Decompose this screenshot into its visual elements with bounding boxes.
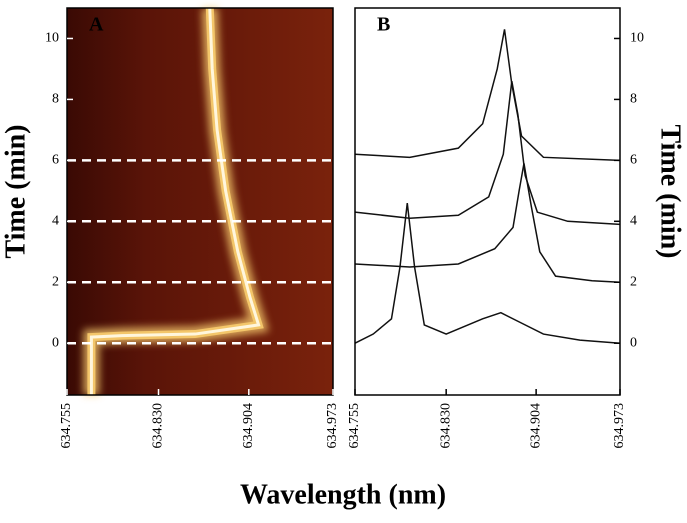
x-tick-label: 634.973 [612,403,627,449]
spectrum-line [354,202,621,344]
y-axis-label: Time (min) [0,124,31,258]
y-tick-label: 4 [630,214,637,229]
spectrum-line [354,163,621,284]
x-tick-label: 634.755 [59,403,74,449]
y-tick-label: 6 [630,153,637,168]
x-axis-label: Wavelength (nm) [240,479,446,510]
y-tick-label: 2 [52,274,59,289]
y-tick-label: 8 [630,92,637,107]
spectrum-line [354,29,621,162]
panel-label: B [377,14,390,36]
x-tick-label: 634.830 [438,403,453,449]
y-tick-label: 0 [52,335,59,350]
y-tick-label: 8 [52,92,59,107]
plot-frame [355,8,620,395]
x-tick-label: 634.904 [241,403,256,449]
y-tick-label: 4 [52,214,59,229]
y-tick-label: 0 [630,335,637,350]
axes-border [66,7,334,396]
y-tick-label: 2 [630,274,637,289]
x-tick-label: 634.904 [528,403,543,449]
ridge-core [89,7,261,395]
y-tick-label: 6 [52,153,59,168]
x-tick-label: 634.755 [347,403,362,449]
x-tick-label: 634.830 [151,403,166,449]
axes-border [354,7,621,396]
panel-label: A [89,14,104,36]
y-axis-label: Time (min) [655,124,686,258]
x-tick-label: 634.973 [325,403,340,449]
y-tick-label: 10 [45,31,59,46]
y-tick-label: 10 [630,31,644,46]
